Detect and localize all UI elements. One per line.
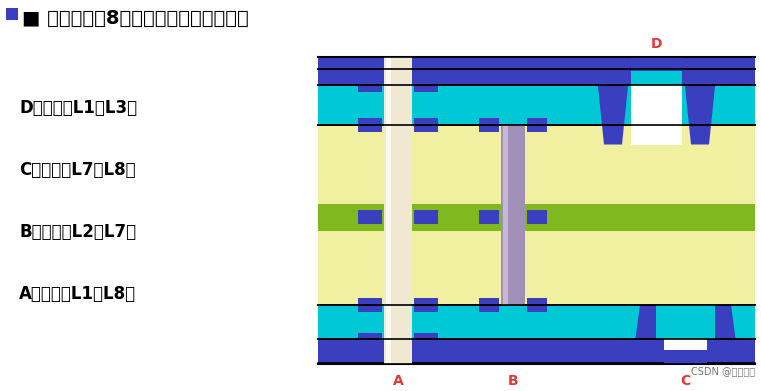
Bar: [656, 305, 715, 339]
Bar: [527, 210, 547, 224]
Text: B：埋孔（L2－L7）: B：埋孔（L2－L7）: [19, 223, 136, 241]
Text: C: C: [680, 374, 690, 388]
Bar: [318, 231, 755, 305]
Bar: [479, 298, 499, 312]
Bar: [631, 57, 682, 71]
Bar: [479, 210, 499, 224]
Bar: [414, 78, 438, 92]
Text: ■ 如图是一个8层板的剪面结构示意图：: ■ 如图是一个8层板的剪面结构示意图：: [22, 9, 249, 28]
Polygon shape: [595, 57, 631, 145]
Text: D: D: [650, 38, 662, 52]
Bar: [6, 8, 18, 20]
Bar: [384, 57, 412, 364]
Bar: [527, 118, 547, 132]
Bar: [631, 85, 682, 145]
Bar: [318, 85, 755, 125]
Text: D：盲孔（L1－L3）: D：盲孔（L1－L3）: [19, 99, 137, 117]
Text: C：盲孔（L7－L8）: C：盲孔（L7－L8）: [19, 161, 135, 179]
Bar: [631, 57, 682, 85]
Bar: [358, 210, 382, 224]
Bar: [479, 118, 499, 132]
Bar: [414, 118, 438, 132]
Bar: [664, 339, 707, 364]
Bar: [414, 298, 438, 312]
Bar: [318, 350, 755, 364]
Bar: [318, 71, 755, 85]
Bar: [318, 339, 755, 364]
Text: CSDN @华秋电路: CSDN @华秋电路: [691, 366, 755, 376]
Bar: [501, 125, 525, 305]
Bar: [318, 339, 755, 353]
Bar: [414, 210, 438, 224]
Bar: [358, 333, 382, 346]
Bar: [503, 125, 508, 305]
Bar: [527, 298, 547, 312]
Text: B: B: [508, 374, 518, 388]
Polygon shape: [632, 305, 664, 364]
Bar: [386, 57, 391, 364]
Bar: [318, 305, 755, 339]
Polygon shape: [682, 57, 718, 145]
Bar: [318, 204, 755, 231]
Bar: [664, 350, 707, 364]
Text: A: A: [393, 374, 403, 388]
Bar: [358, 118, 382, 132]
Text: A：通孔（L1－L8）: A：通孔（L1－L8）: [19, 285, 136, 303]
Bar: [358, 298, 382, 312]
Bar: [358, 78, 382, 92]
Bar: [414, 333, 438, 346]
Bar: [318, 57, 755, 85]
Bar: [318, 57, 755, 71]
Bar: [318, 125, 755, 204]
Polygon shape: [707, 305, 739, 364]
